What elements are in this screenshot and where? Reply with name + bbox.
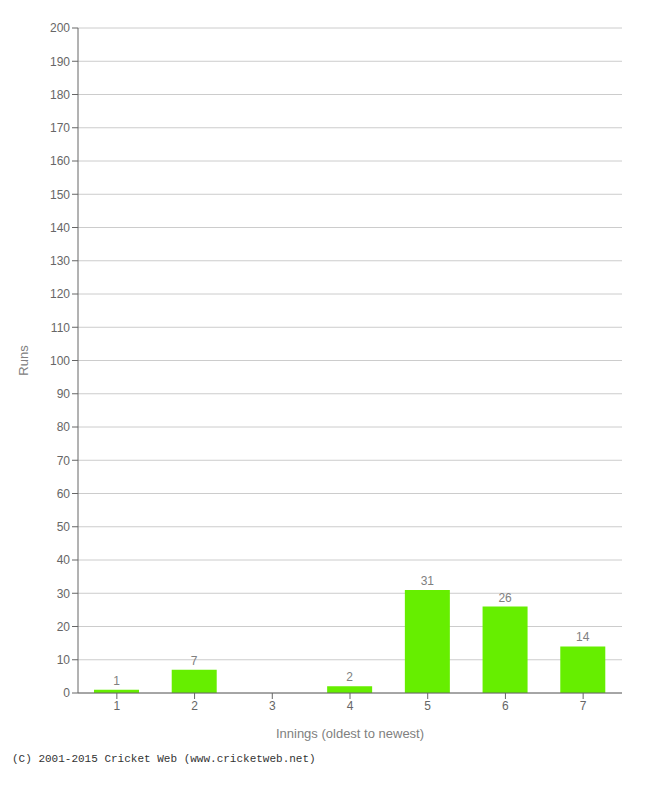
svg-text:190: 190 [50, 55, 70, 69]
svg-text:Innings (oldest to newest): Innings (oldest to newest) [276, 726, 424, 741]
svg-text:3: 3 [269, 699, 276, 713]
svg-text:1: 1 [113, 674, 120, 688]
svg-text:5: 5 [424, 699, 431, 713]
svg-text:7: 7 [191, 654, 198, 668]
svg-text:110: 110 [51, 321, 70, 335]
svg-text:6: 6 [502, 699, 509, 713]
svg-text:30: 30 [57, 587, 71, 601]
svg-text:40: 40 [57, 553, 71, 567]
svg-text:1: 1 [114, 699, 121, 713]
svg-text:Runs: Runs [16, 345, 31, 376]
svg-text:200: 200 [50, 21, 70, 35]
svg-text:60: 60 [57, 487, 71, 501]
svg-text:100: 100 [50, 354, 70, 368]
svg-text:80: 80 [57, 420, 71, 434]
svg-text:26: 26 [498, 591, 512, 605]
svg-text:70: 70 [57, 454, 71, 468]
svg-text:0: 0 [63, 686, 70, 700]
svg-text:90: 90 [57, 387, 71, 401]
svg-text:170: 170 [50, 121, 70, 135]
svg-text:4: 4 [347, 699, 354, 713]
svg-text:130: 130 [50, 254, 70, 268]
svg-text:31: 31 [421, 574, 435, 588]
svg-text:150: 150 [50, 188, 70, 202]
svg-text:20: 20 [57, 620, 71, 634]
svg-text:14: 14 [576, 630, 590, 644]
svg-text:2: 2 [346, 670, 353, 684]
svg-text:7: 7 [580, 699, 587, 713]
svg-text:140: 140 [50, 221, 70, 235]
svg-text:10: 10 [57, 653, 71, 667]
html-text:(C) 2001-2015 Cricket Web (www: (C) 2001-2015 Cricket Web (www.cricketwe… [12, 753, 316, 765]
svg-text:180: 180 [50, 88, 70, 102]
svg-text:50: 50 [57, 520, 71, 534]
svg-text:160: 160 [50, 154, 70, 168]
svg-text:2: 2 [191, 699, 198, 713]
svg-text:120: 120 [50, 287, 70, 301]
